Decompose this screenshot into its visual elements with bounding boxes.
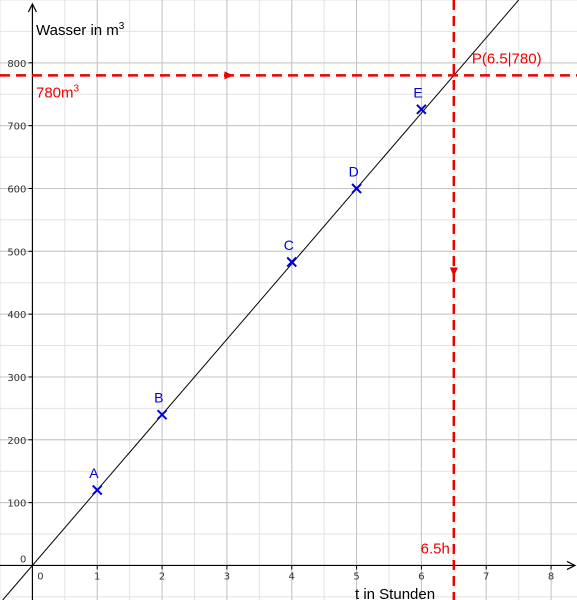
highlight-point-label: P(6.5|780) [472,50,542,67]
y-tick-label: 600 [7,184,26,195]
y-axis-title: Wasser in m3 [36,21,125,39]
x-tick-label: 1 [94,571,100,582]
cross-icon [351,183,362,194]
series: A B C D E [2,0,520,600]
y-tick-label: 500 [7,247,26,258]
x-tick-label: 6 [418,571,424,582]
highlight-y-label-superscript: 3 [74,83,80,94]
data-point-label: B [154,390,163,406]
y-axis-title-superscript: 3 [119,21,125,32]
data-point-label: E [413,84,422,100]
axis-titles: Wasser in m3 t in Stunden [36,21,435,600]
arrow-down-icon [449,267,458,277]
cross-icon [92,484,103,496]
y-axis-arrow-icon [27,2,37,13]
cross-icon [156,409,168,420]
y-tick-label: 300 [7,373,26,384]
data-point-c: C [284,237,297,268]
data-point-d: D [349,163,362,194]
x-tick-label: 0 [37,571,43,582]
x-tick-label: 5 [353,571,359,582]
x-tick-label: 8 [548,571,554,582]
data-point-e: E [413,84,427,115]
x-axis-arrow-icon [566,560,577,570]
tick-labels: 0 1 2 3 4 5 6 7 8 0 100 200 300 400 500 600 700 800 [7,59,554,583]
cross-icon [286,256,297,268]
cross-icon [416,104,427,115]
x-tick-label: 3 [224,571,230,582]
data-point-a: A [89,465,103,496]
y-tick-label: 100 [7,499,26,510]
highlight-x-label: 6.5h [421,540,450,557]
highlight-y-label: 780m3 [36,83,80,101]
y-tick-label: 700 [7,122,26,133]
data-point-label: C [284,237,294,253]
data-point-label: A [89,465,99,481]
x-tick-label: 2 [159,571,165,582]
y-tick-label: 0 [20,554,26,565]
x-tick-label: 4 [289,571,295,582]
x-tick-label: 7 [483,571,489,582]
data-point-label: D [349,163,359,179]
y-tick-label: 400 [7,310,26,321]
y-tick-label: 200 [7,436,26,447]
x-axis-title: t in Stunden [355,586,435,600]
trend-line [2,0,520,600]
arrow-right-icon [224,71,234,80]
highlight-y-label-text: 780m [36,84,74,101]
data-point-b: B [154,390,168,420]
y-axis-title-text: Wasser in m [36,22,119,39]
y-tick-label: 800 [7,59,26,70]
